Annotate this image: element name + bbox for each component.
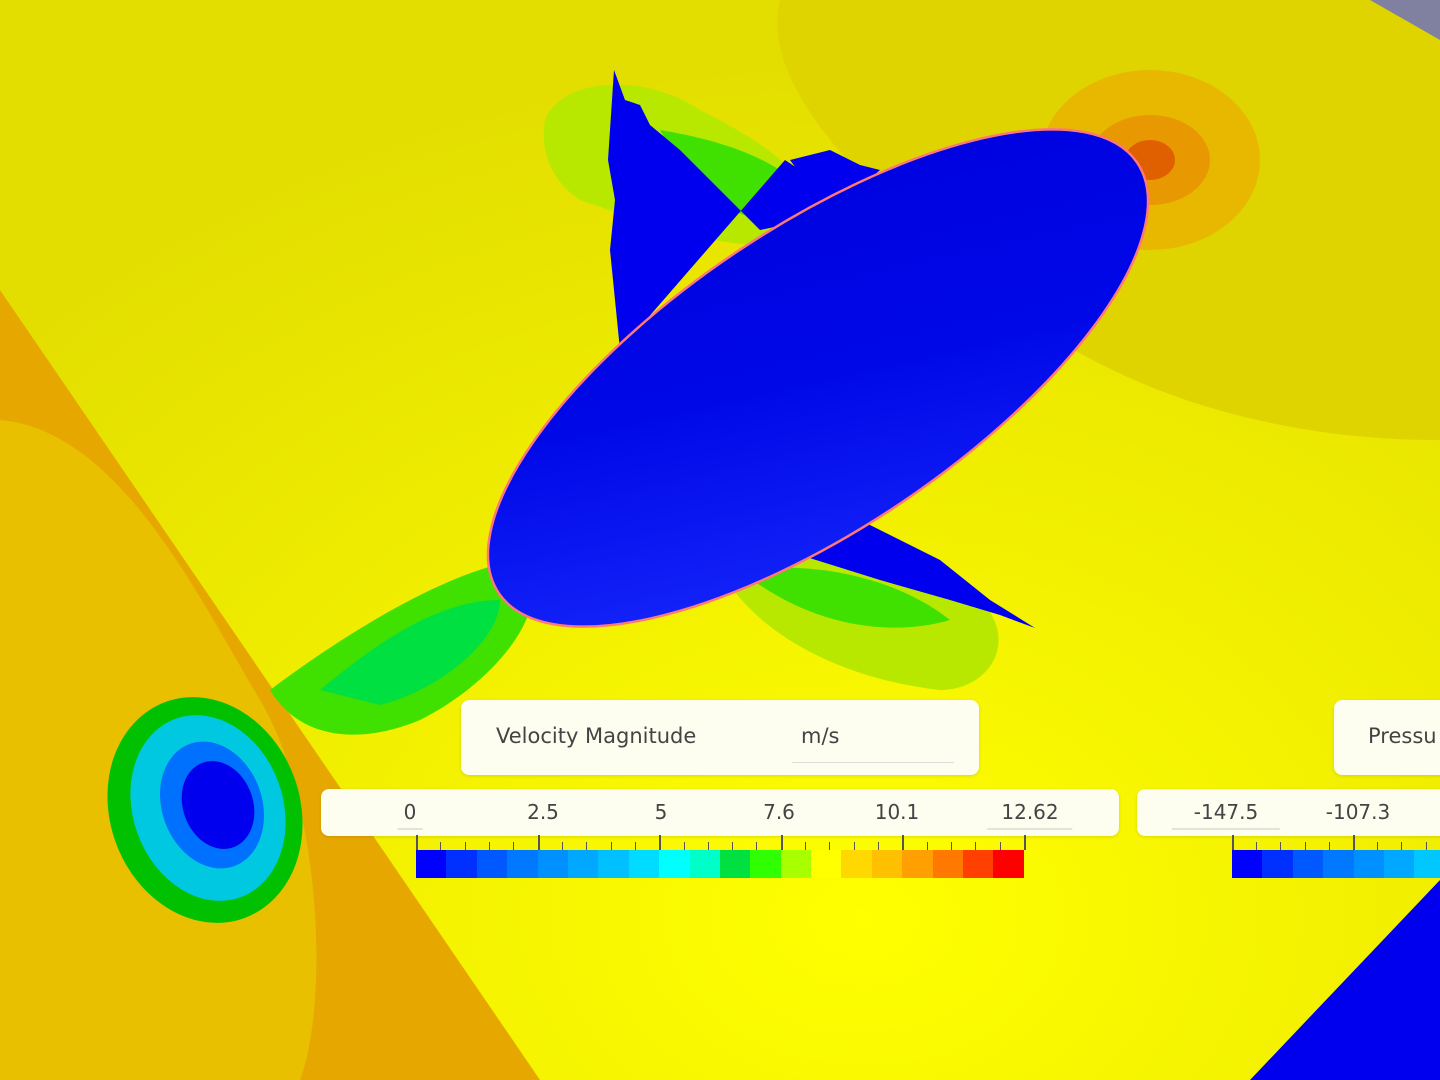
- color-bar-segment: [932, 850, 964, 878]
- minor-tick: [1280, 842, 1282, 850]
- color-bar-segment: [841, 850, 872, 878]
- minor-tick: [975, 842, 977, 850]
- wake-green-core: [320, 600, 500, 705]
- minor-tick: [1328, 842, 1330, 850]
- minor-tick: [1256, 842, 1258, 850]
- pressure-tick-label: -107.3: [1325, 800, 1391, 824]
- color-bar-segment: [446, 850, 477, 878]
- color-bar-segment: [598, 850, 629, 878]
- color-bar-segment: [1414, 850, 1440, 878]
- top-right-corner: [1370, 0, 1440, 40]
- major-tick: [1353, 835, 1355, 850]
- minor-tick: [683, 842, 685, 850]
- pressure-legend-range-panel: -147.5 -107.3: [1137, 789, 1440, 836]
- minor-tick: [1377, 842, 1379, 850]
- velocity-max-input[interactable]: 12.62: [987, 800, 1073, 830]
- minor-tick: [464, 842, 466, 850]
- color-bar-segment: [476, 850, 508, 878]
- velocity-tick-label: 5: [654, 800, 668, 824]
- color-bar-segment: [780, 850, 812, 878]
- color-bar-segment: [1353, 850, 1384, 878]
- color-bar-segment: [1292, 850, 1324, 878]
- color-bar-segment: [537, 850, 568, 878]
- color-bar-segment: [567, 850, 599, 878]
- minor-tick: [1304, 842, 1306, 850]
- color-bar-segment: [719, 850, 751, 878]
- velocity-tick-label: 10.1: [874, 800, 920, 824]
- color-bar-segment: [750, 850, 781, 878]
- major-tick: [1024, 835, 1026, 850]
- velocity-tick-marks: [416, 835, 1026, 850]
- minor-tick: [1425, 842, 1427, 850]
- minor-tick: [488, 842, 490, 850]
- major-tick: [416, 835, 418, 850]
- color-bar-segment: [416, 850, 447, 878]
- color-bar-segment: [659, 850, 690, 878]
- minor-tick: [829, 842, 831, 850]
- minor-tick: [513, 842, 515, 850]
- pressure-legend-title-panel: Pressu: [1334, 700, 1440, 775]
- fin-right-top: [790, 150, 880, 215]
- color-bar-segment: [993, 850, 1024, 878]
- minor-tick: [440, 842, 442, 850]
- fin-wake-lower-green: [740, 567, 950, 628]
- pressure-min-input[interactable]: -147.5: [1171, 800, 1281, 830]
- minor-tick: [805, 842, 807, 850]
- vortex-core: [181, 761, 255, 849]
- pressure-color-bar: [1232, 850, 1440, 878]
- color-bar-segment: [1232, 850, 1263, 878]
- velocity-legend-range-panel: 0 2.5 5 7.6 10.1 12.62: [321, 789, 1119, 836]
- minor-tick: [756, 842, 758, 850]
- minor-tick: [610, 842, 612, 850]
- color-bar-segment: [1383, 850, 1415, 878]
- velocity-color-bar: [416, 850, 1024, 878]
- minor-tick: [561, 842, 563, 850]
- color-bar-segment: [628, 850, 660, 878]
- fin-top: [608, 70, 830, 350]
- fin-bottom: [800, 520, 1035, 628]
- velocity-tick-label: 7.6: [763, 800, 795, 824]
- color-bar-segment: [1262, 850, 1293, 878]
- minor-tick: [707, 842, 709, 850]
- pressure-tick-marks: [1232, 835, 1440, 850]
- minor-tick: [951, 842, 953, 850]
- minor-tick: [634, 842, 636, 850]
- major-tick: [780, 835, 783, 850]
- minor-tick: [1401, 842, 1403, 850]
- minor-tick: [853, 842, 855, 850]
- color-bar-segment: [689, 850, 720, 878]
- minor-tick: [586, 842, 588, 850]
- velocity-unit-select[interactable]: m/s: [792, 724, 954, 763]
- velocity-legend-title-panel: Velocity Magnitude m/s: [461, 700, 979, 775]
- color-bar-segment: [963, 850, 994, 878]
- minor-tick: [732, 842, 734, 850]
- major-tick: [902, 835, 905, 850]
- lower-right-body: [1250, 880, 1440, 1080]
- color-bar-segment: [1323, 850, 1354, 878]
- pressure-legend-title: Pressu: [1368, 724, 1437, 748]
- color-bar-segment: [811, 850, 842, 878]
- minor-tick: [999, 842, 1001, 850]
- body-hull: [486, 128, 1150, 628]
- color-bar-segment: [507, 850, 538, 878]
- minor-tick: [926, 842, 928, 850]
- minor-tick: [878, 842, 880, 850]
- velocity-tick-label: 2.5: [527, 800, 559, 824]
- major-tick: [659, 835, 662, 850]
- color-bar-segment: [902, 850, 933, 878]
- color-bar-segment: [871, 850, 903, 878]
- major-tick: [537, 835, 540, 850]
- major-tick: [1232, 835, 1234, 850]
- velocity-min-input[interactable]: 0: [397, 800, 423, 830]
- velocity-legend-title: Velocity Magnitude: [496, 724, 697, 748]
